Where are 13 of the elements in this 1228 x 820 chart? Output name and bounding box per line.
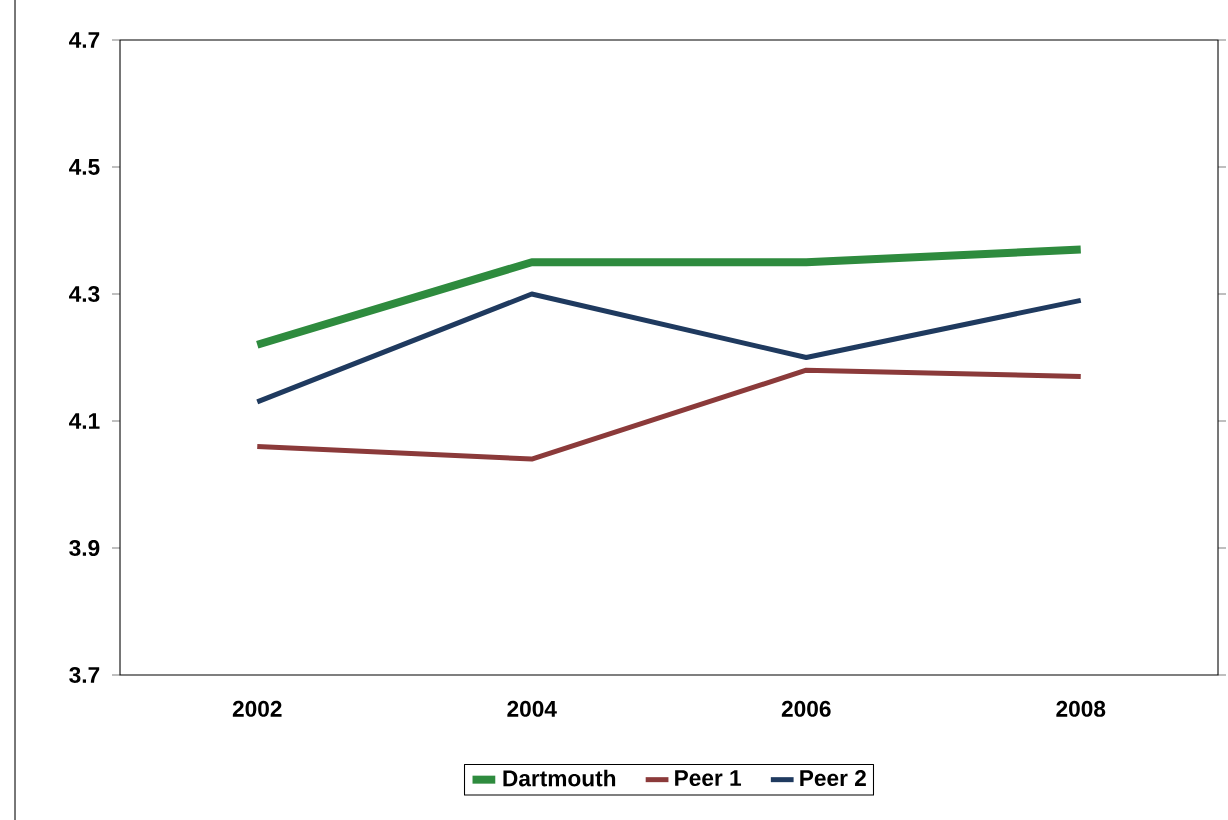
legend-label: Peer 1 (675, 770, 742, 786)
y-tick-label: 3.9 (69, 539, 100, 557)
legend-label: Peer 2 (800, 770, 866, 787)
x-tick-label: 2008 (1056, 700, 1106, 717)
y-tick-label: 3.7 (69, 666, 100, 684)
y-tick-label: 4.7 (69, 32, 100, 48)
y-tick-label: 4.3 (69, 285, 100, 303)
y-tick-label: 4.5 (69, 159, 100, 175)
x-tick-label: 2006 (781, 700, 831, 717)
x-tick-label: 2002 (232, 700, 282, 717)
y-tick-label: 4.1 (69, 413, 100, 429)
x-tick-label: 2004 (507, 700, 557, 717)
legend-label: Dartmouth (503, 769, 616, 787)
